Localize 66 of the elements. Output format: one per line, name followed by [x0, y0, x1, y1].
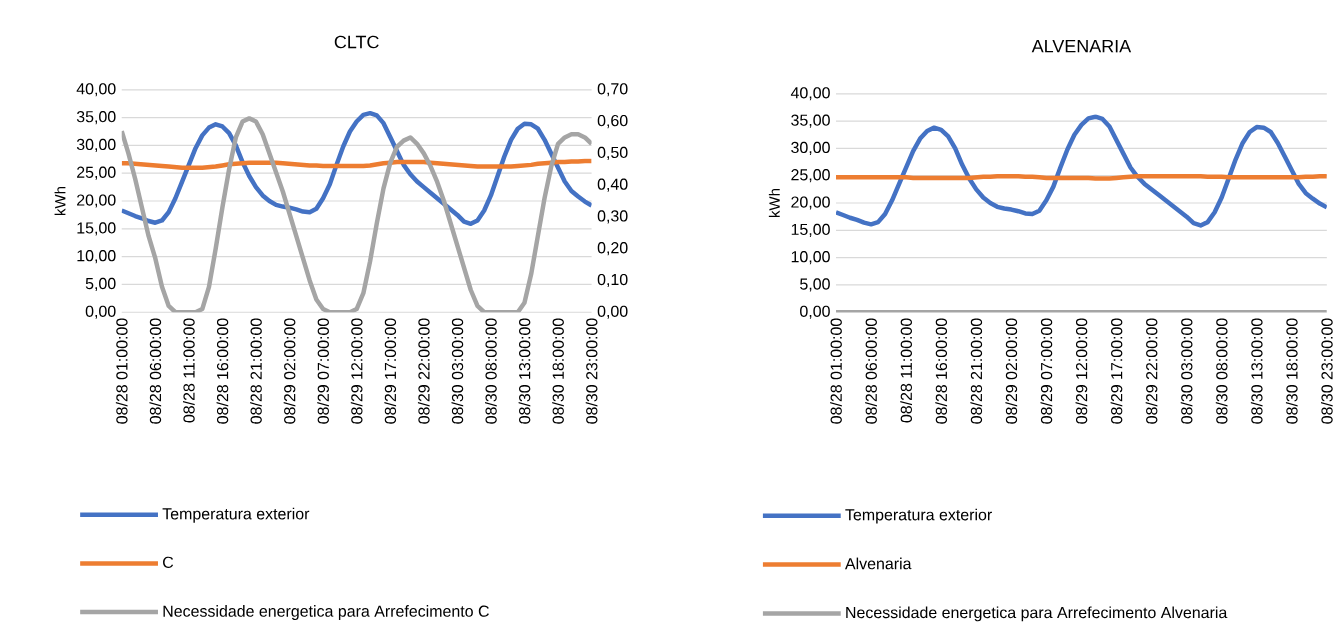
x-tick-label: 08/30 08:00:00	[1215, 318, 1228, 424]
x-tick-label: 08/29 22:00:00	[417, 318, 430, 424]
chart-title: CLTC	[334, 35, 379, 49]
x-tick-label: 08/29 17:00:00	[384, 318, 397, 424]
x-tick-label: 08/30 13:00:00	[1250, 318, 1263, 424]
y-tick-label: 15,00	[791, 223, 830, 237]
x-tick-label: 08/30 13:00:00	[518, 318, 531, 424]
y2-tick-label: 0,60	[597, 114, 628, 128]
y-tick-label: 15,00	[77, 222, 116, 236]
y-tick-label: 5,00	[85, 277, 116, 291]
y2-tick-label: 0,50	[597, 146, 628, 160]
x-tick-label: 08/28 16:00:00	[216, 318, 229, 424]
y-tick-label: 20,00	[77, 194, 116, 208]
x-tick-label: 08/28 11:00:00	[182, 318, 195, 423]
y2-tick-label: 0,70	[597, 82, 628, 97]
legend-label: Temperatura exterior	[162, 507, 310, 523]
y-axis-title: kWh	[768, 188, 780, 217]
y-tick-label: 30,00	[791, 141, 830, 155]
x-tick-label: 08/28 16:00:00	[935, 318, 948, 424]
x-tick-label: 08/28 01:00:00	[115, 318, 128, 424]
y-tick-label: 40,00	[790, 86, 830, 101]
x-tick-label: 08/28 01:00:00	[830, 318, 842, 424]
x-tick-label: 08/30 23:00:00	[1320, 318, 1333, 424]
y-tick-label: 35,00	[76, 110, 116, 124]
x-tick-label: 08/29 22:00:00	[1145, 318, 1158, 424]
x-tick-label: 08/29 02:00:00	[283, 318, 296, 424]
y-tick-label: 25,00	[791, 168, 830, 183]
y2-tick-label: 0,00	[597, 305, 628, 319]
y2-tick-label: 0,30	[597, 210, 628, 224]
y2-tick-label: 0,10	[597, 273, 628, 287]
y-tick-label: 10,00	[77, 249, 116, 263]
x-tick-label: 08/29 12:00:00	[350, 318, 363, 424]
y-tick-label: 5,00	[800, 278, 830, 292]
y-tick-label: 0,00	[85, 305, 116, 319]
x-tick-label: 08/30 18:00:00	[552, 318, 564, 424]
x-tick-label: 08/28 11:00:00	[900, 318, 912, 423]
x-tick-label: 08/28 21:00:00	[250, 318, 262, 424]
y-axis-title: kWh	[54, 186, 66, 215]
x-tick-label: 08/29 07:00:00	[317, 318, 329, 424]
x-tick-label: 08/30 03:00:00	[451, 318, 464, 424]
legend-label: Necessidade energetica para Arrefecimento C	[163, 604, 489, 620]
y-tick-label: 30,00	[76, 138, 116, 152]
legend-label: Temperatura exterior	[845, 508, 992, 524]
x-tick-label: 08/30 18:00:00	[1285, 318, 1298, 424]
x-tick-label: 08/30 23:00:00	[585, 318, 598, 424]
y-tick-label: 35,00	[791, 114, 830, 128]
chart-title: ALVENARIA	[1031, 39, 1132, 53]
y-tick-label: 25,00	[77, 166, 116, 180]
x-tick-label: 08/28 21:00:00	[970, 318, 983, 424]
x-tick-label: 08/29 02:00:00	[1005, 318, 1018, 424]
x-tick-label: 08/28 06:00:00	[865, 318, 877, 424]
y-tick-label: 10,00	[791, 250, 830, 264]
x-tick-label: 08/29 17:00:00	[1110, 318, 1123, 424]
legend-label: Necessidade energetica para Arrefecimento Alvenaria	[846, 606, 1228, 622]
x-tick-label: 08/30 03:00:00	[1180, 318, 1193, 424]
y-tick-label: 20,00	[791, 196, 830, 210]
y2-tick-label: 0,40	[597, 178, 628, 192]
legend-label: C	[163, 556, 174, 568]
x-tick-label: 08/29 12:00:00	[1075, 318, 1088, 424]
y2-tick-label: 0,20	[597, 241, 628, 256]
y-tick-label: 40,00	[76, 82, 116, 97]
x-tick-label: 08/29 07:00:00	[1040, 318, 1053, 424]
x-tick-label: 08/30 08:00:00	[485, 318, 497, 424]
x-tick-label: 08/28 06:00:00	[149, 318, 162, 424]
legend-label: Alvenaria	[845, 557, 912, 570]
y-tick-label: 0,00	[800, 305, 830, 319]
